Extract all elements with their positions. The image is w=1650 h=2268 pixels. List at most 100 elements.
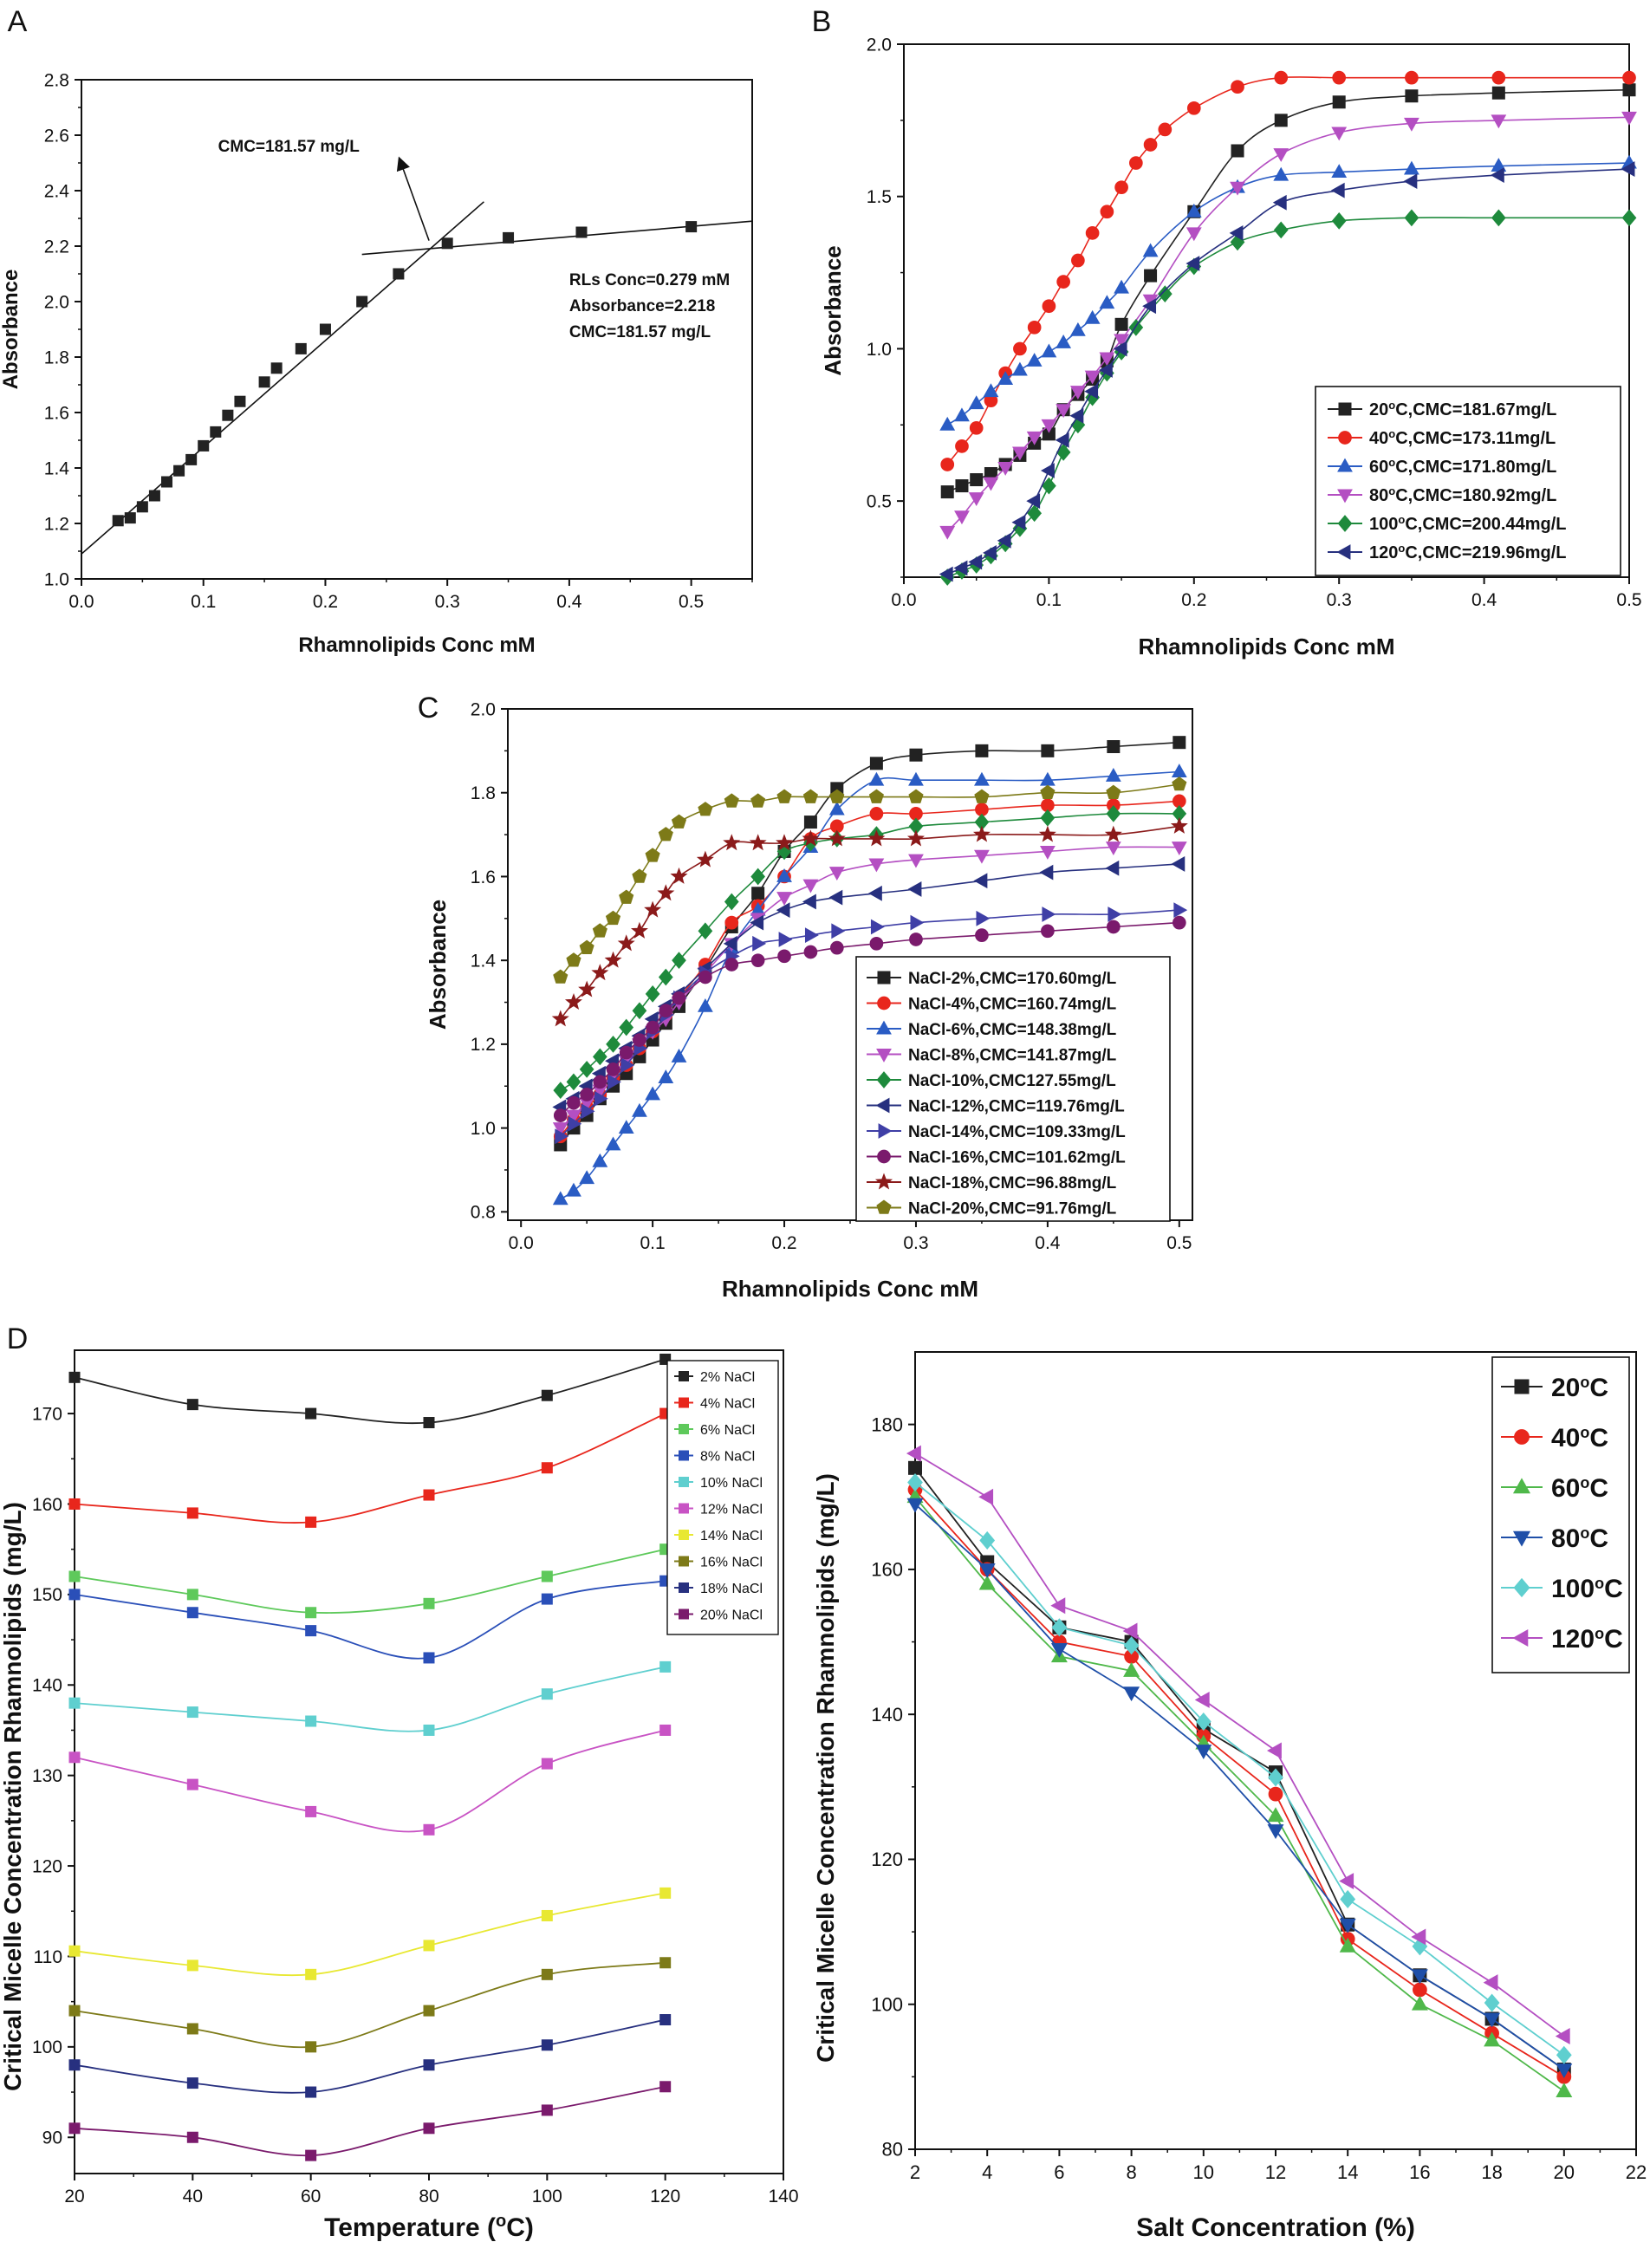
data-point — [776, 902, 790, 919]
data-point — [1273, 148, 1289, 162]
data-point — [1491, 209, 1506, 227]
data-point — [1622, 83, 1636, 97]
data-point — [1056, 275, 1070, 289]
legend-label: 4% NaCl — [700, 1397, 755, 1412]
data-point — [186, 1959, 198, 1972]
data-point — [1100, 205, 1114, 219]
data-point — [1556, 2045, 1572, 2064]
legend-label: NaCl-16%,CMC=101.62mg/L — [908, 1149, 1126, 1167]
data-point — [978, 1575, 996, 1590]
data-point — [696, 850, 714, 868]
legend-label: 120oC,CMC=219.96mg/L — [1369, 542, 1567, 563]
data-point — [1158, 122, 1173, 137]
y-tick-label: 2.0 — [471, 699, 496, 719]
legend-label: NaCl-6%,CMC=148.38mg/L — [908, 1021, 1117, 1039]
legend-label: 18% NaCl — [700, 1582, 763, 1596]
data-point — [867, 829, 886, 847]
data-point — [68, 1589, 81, 1601]
data-point — [541, 1968, 553, 1980]
data-point — [1405, 70, 1419, 85]
legend-marker — [877, 996, 891, 1011]
data-point — [632, 1102, 647, 1117]
data-point — [1041, 343, 1057, 358]
data-point — [776, 789, 792, 803]
x-axis-label: Rhamnolipids Conc mM — [1138, 634, 1394, 660]
data-point — [423, 1724, 435, 1736]
x-tick-label: 0.4 — [1035, 1233, 1061, 1253]
data-point — [749, 834, 767, 851]
data-point — [566, 952, 581, 967]
data-point — [953, 560, 968, 576]
data-point — [1231, 144, 1244, 158]
data-point — [1403, 173, 1418, 190]
data-point — [1339, 1918, 1356, 1933]
data-point — [68, 2059, 81, 2071]
data-point — [658, 1069, 674, 1084]
series-line — [560, 825, 1179, 1020]
x-tick-label: 22 — [1626, 2161, 1647, 2183]
data-point — [997, 371, 1014, 386]
data-point — [1621, 111, 1637, 126]
data-point — [939, 525, 956, 540]
legend-label: 6% NaCl — [700, 1423, 755, 1438]
legend-marker — [877, 1149, 891, 1164]
data-point — [1040, 463, 1055, 478]
data-point — [566, 1182, 581, 1197]
data-point — [724, 793, 739, 808]
data-point — [575, 226, 588, 238]
panel-label-b: B — [812, 5, 832, 38]
data-point — [909, 748, 923, 762]
x-tick-label: 0.0 — [509, 1233, 534, 1253]
data-point — [503, 231, 515, 244]
data-point — [606, 1063, 620, 1076]
x-tick-label: 0.5 — [679, 592, 704, 612]
data-point — [776, 868, 792, 882]
data-point — [657, 884, 675, 901]
data-point — [954, 407, 970, 422]
data-point — [68, 1751, 81, 1764]
series-line — [74, 1666, 666, 1732]
legend-marker — [679, 1556, 689, 1567]
x-tick-label: 0.2 — [313, 592, 338, 612]
data-point — [1012, 446, 1028, 461]
y-axis-label: Absorbance — [425, 900, 451, 1030]
data-point — [831, 923, 846, 939]
data-point — [305, 1516, 317, 1528]
data-point — [617, 934, 635, 952]
data-point — [1186, 256, 1200, 271]
data-point — [1042, 299, 1056, 314]
x-tick-label: 20 — [1554, 2161, 1575, 2183]
y-axis-label: Absorbance — [820, 245, 846, 375]
data-point — [606, 1036, 620, 1053]
legend-marker — [679, 1503, 689, 1514]
data-point — [829, 940, 844, 955]
data-point — [186, 1589, 198, 1601]
data-point — [1142, 243, 1159, 257]
data-point — [423, 1652, 435, 1664]
series-line — [914, 1467, 1565, 2070]
data-point — [802, 879, 819, 894]
legend-label: NaCl-4%,CMC=160.74mg/L — [908, 996, 1117, 1014]
series-line — [74, 1961, 666, 2049]
legend-label: 100oC,CMC=200.44mg/L — [1369, 513, 1567, 535]
x-axis-label: Rhamnolipids Conc mM — [298, 634, 535, 657]
legend-marker — [679, 1530, 689, 1540]
legend-marker — [1337, 489, 1353, 504]
data-point — [1041, 744, 1055, 757]
data-point — [972, 825, 991, 842]
legend-marker — [1513, 1577, 1530, 1598]
data-point — [659, 1660, 672, 1673]
data-point — [1113, 341, 1127, 357]
data-point — [1106, 805, 1121, 822]
data-point — [68, 1570, 81, 1582]
data-point — [630, 921, 648, 939]
legend-label: 20% NaCl — [700, 1608, 763, 1623]
data-point — [1051, 1618, 1068, 1637]
legend-label: 40oC — [1551, 1424, 1608, 1452]
data-point — [777, 949, 791, 964]
data-point — [423, 2005, 435, 2017]
data-point — [1106, 784, 1121, 799]
data-point — [1157, 285, 1173, 303]
data-point — [68, 2122, 81, 2135]
data-point — [305, 1805, 317, 1817]
